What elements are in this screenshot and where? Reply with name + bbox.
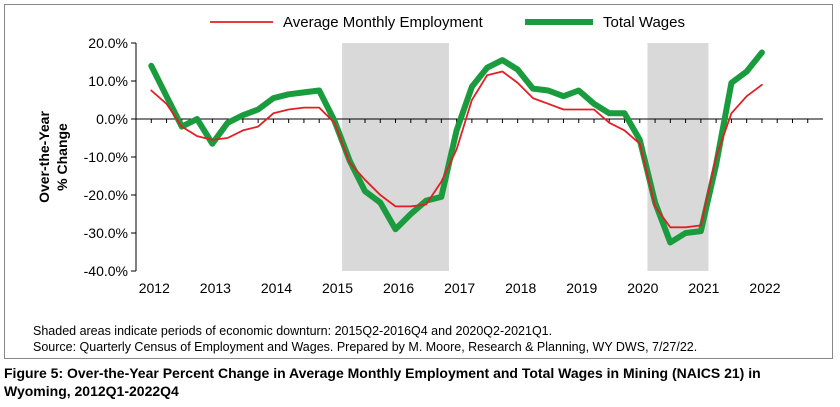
x-tick-label: 2017 [444,280,475,296]
x-tick-label: 2012 [139,280,170,296]
source-note: Source: Quarterly Census of Employment a… [33,340,698,354]
figure-caption: Figure 5: Over-the-Year Percent Change i… [4,364,834,400]
x-tick-label: 2022 [749,280,780,296]
x-tick-label: 2018 [505,280,536,296]
y-tick-label: -30.0% [84,225,128,241]
x-tick-label: 2015 [322,280,353,296]
axis-layer: 20.0% 10.0% 0.0% -10.0% -20.0% -30.0% -40.0% 20… [84,35,823,296]
x-tick-label: 2016 [383,280,414,296]
y-axis-label-group: Over-the-Year% Change [36,111,70,203]
legend-label: Average Monthly Employment [283,14,484,31]
figure-frame: 20.0% 10.0% 0.0% -10.0% -20.0% -30.0% -40.0% 20… [4,4,833,359]
y-tick-label: -20.0% [84,187,128,203]
series-line-total-wages [148,49,765,246]
x-tick-label: 2013 [200,280,231,296]
y-tick-label: 20.0% [88,35,128,51]
downturn-shade-1 [342,43,449,271]
y-axis-label-line: % Change [54,123,70,191]
y-axis-label: Over-the-Year% Change [36,111,70,203]
x-tick-label: 2019 [566,280,597,296]
legend-label: Total Wages [603,14,685,31]
y-axis-label-line: Over-the-Year [36,111,52,203]
y-tick-label: 10.0% [88,73,128,89]
x-tick-label: 2021 [688,280,719,296]
line-chart: 20.0% 10.0% 0.0% -10.0% -20.0% -30.0% -40.0% 20… [36,14,823,296]
y-tick-label: -10.0% [84,149,128,165]
x-tick-label: 2020 [627,280,658,296]
shading-note: Shaded areas indicate periods of economi… [33,324,553,338]
series-line-employment [150,70,763,229]
x-tick-label: 2014 [261,280,292,296]
legend: Average Monthly Employment Total Wages [210,14,685,31]
y-tick-label: 0.0% [96,111,128,127]
y-tick-label: -40.0% [84,263,128,279]
caption-line-2: Wyoming, 2012Q1-2022Q4 [4,383,179,399]
shaded-downturn-layer [342,43,709,271]
caption-line-1: Figure 5: Over-the-Year Percent Change i… [4,365,761,381]
series-layer [148,49,765,246]
